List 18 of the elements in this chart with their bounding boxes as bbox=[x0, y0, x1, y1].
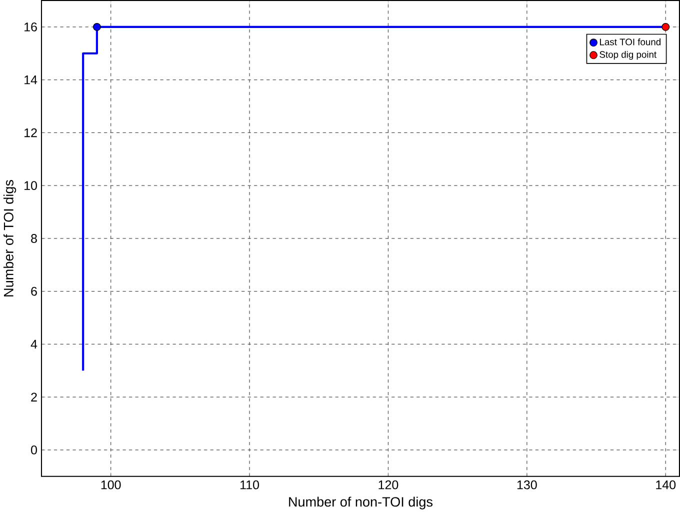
y-tick-label: 16 bbox=[24, 22, 37, 32]
x-axis-title: Number of non-TOI digs bbox=[289, 496, 433, 510]
y-axis-title: Number of TOI digs bbox=[3, 180, 16, 296]
x-tick-label: 110 bbox=[240, 480, 260, 490]
legend-label: Stop dig point bbox=[600, 51, 656, 60]
y-tick-label: 14 bbox=[24, 76, 38, 84]
x-tick-label: 140 bbox=[656, 480, 676, 490]
y-tick-label: 10 bbox=[24, 181, 37, 190]
y-tick-label: 6 bbox=[31, 287, 37, 296]
x-tick-label: 100 bbox=[101, 480, 121, 490]
y-tick-label: 8 bbox=[31, 234, 37, 243]
y-tick-label: 12 bbox=[24, 128, 37, 138]
y-tick-label: 0 bbox=[31, 446, 37, 454]
y-tick-label: 4 bbox=[30, 340, 38, 349]
x-tick-label: 130 bbox=[517, 480, 537, 490]
legend-label: Last TOI found bbox=[600, 38, 660, 46]
y-tick-label: 2 bbox=[31, 392, 37, 402]
x-tick-label: 120 bbox=[378, 480, 398, 490]
